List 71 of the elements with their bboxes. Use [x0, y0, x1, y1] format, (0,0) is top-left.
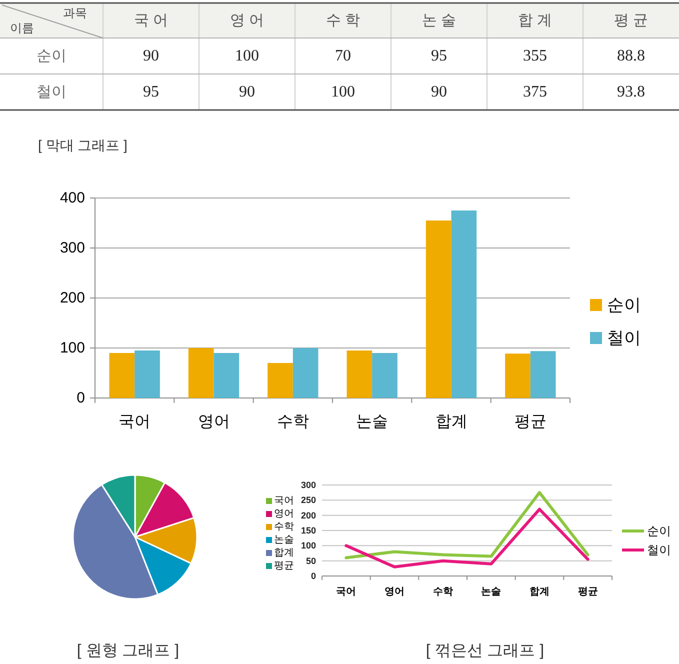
legend-label: 평균 — [274, 560, 294, 572]
legend-label: 국어 — [274, 496, 294, 506]
bar — [292, 348, 318, 398]
x-tick-label: 국어 — [336, 586, 356, 598]
y-tick-label: 400 — [60, 190, 85, 206]
data-label: 100 — [235, 48, 259, 64]
x-tick-label: 평 균 — [614, 12, 648, 29]
data-label: 90 — [239, 84, 255, 100]
x-tick-label: 수학 — [432, 586, 453, 598]
y-tick-label: 150 — [300, 526, 316, 536]
x-tick-label: 평균 — [514, 414, 546, 430]
legend-label: 수학 — [274, 522, 294, 532]
y-axis-title: 이름 — [10, 21, 34, 35]
x-tick-label: 국어 — [118, 414, 151, 430]
data-label: 355 — [523, 48, 547, 64]
x-tick-label: 논술 — [481, 586, 502, 598]
data-label: 375 — [523, 84, 547, 100]
bar — [214, 353, 240, 398]
x-tick-label: 수학 — [276, 414, 309, 430]
data-label: 90 — [431, 84, 447, 100]
bar — [530, 351, 556, 398]
y-tick-label: 100 — [300, 540, 316, 551]
legend-label: 순이 — [607, 296, 641, 314]
x-tick-label: 영 어 — [230, 12, 264, 29]
text: [ 원형 그래프 ] — [76, 642, 180, 660]
y-tick-label: 300 — [60, 240, 85, 256]
bar — [372, 353, 398, 398]
x-tick-label: 수 학 — [326, 12, 360, 29]
x-tick-label: 영어 — [384, 586, 404, 598]
y-tick-label: 200 — [300, 510, 316, 520]
legend-label: 영어 — [274, 508, 294, 520]
x-tick-label: 합계 — [435, 414, 468, 430]
bar — [109, 353, 135, 398]
bar — [426, 220, 452, 398]
data-label: 95 — [143, 84, 159, 100]
bar — [505, 354, 530, 398]
legend-label: 합계 — [274, 548, 294, 558]
y-tick-label: 200 — [60, 290, 85, 306]
x-tick-label: 합 계 — [518, 12, 552, 29]
data-label: 93.8 — [617, 84, 645, 100]
bar — [268, 363, 293, 398]
line-series — [344, 508, 590, 568]
x-axis-title: 과목 — [63, 6, 87, 20]
data-label: 88.8 — [617, 48, 645, 64]
bar — [134, 350, 160, 398]
legend-label: 논술 — [274, 534, 294, 546]
x-tick-label: 국 어 — [134, 12, 168, 29]
y-tick-label: 100 — [60, 340, 85, 356]
data-label: 90 — [143, 48, 159, 64]
legend-label: 순이 — [647, 524, 671, 538]
x-tick-label: 합계 — [530, 586, 550, 598]
data-label: 100 — [331, 84, 355, 100]
x-tick-label: 논술 — [356, 414, 388, 430]
legend-label: 철이 — [607, 328, 641, 348]
chart-title: [ 막대 그래프 ] — [38, 137, 128, 153]
y-tick-label: 250 — [300, 495, 316, 506]
line-series — [344, 491, 590, 560]
x-tick-label: 영어 — [198, 414, 230, 430]
y-tick-label: 0 — [76, 390, 85, 406]
bar — [188, 348, 214, 398]
data-label: 95 — [431, 48, 447, 64]
text: [ 꺾은선 그래프 ] — [426, 642, 544, 660]
legend-label: 철이 — [647, 543, 671, 557]
y-tick-label: 0 — [310, 571, 316, 581]
x-tick-label: 평균 — [578, 586, 598, 598]
y-tick-label: 300 — [300, 480, 316, 490]
data-label: 70 — [335, 48, 351, 64]
bar — [346, 350, 372, 398]
y-tick-label: 50 — [306, 556, 316, 566]
bar — [451, 210, 477, 398]
x-tick-label: 논 술 — [422, 12, 456, 29]
